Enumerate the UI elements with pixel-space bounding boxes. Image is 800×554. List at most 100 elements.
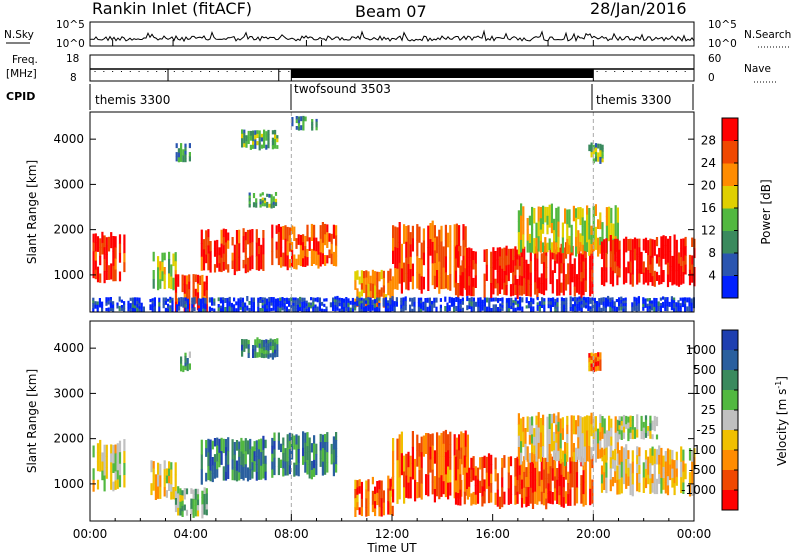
power-cell	[418, 273, 421, 290]
velocity-cell	[118, 475, 122, 488]
power-cell	[472, 297, 475, 302]
velocity-cell	[271, 346, 274, 354]
velocity-cell	[525, 486, 528, 498]
power-cell	[103, 259, 106, 272]
power-cell	[516, 303, 519, 308]
power-cell	[163, 252, 166, 261]
power-cell	[453, 245, 456, 267]
power-cell	[481, 299, 484, 303]
power-cell	[428, 305, 431, 309]
power-cbar-label-1: 8	[708, 246, 716, 260]
power-cell	[614, 250, 617, 262]
power-cell	[310, 248, 313, 258]
power-cell	[376, 271, 379, 280]
velocity-cell	[556, 479, 559, 493]
power-cell	[242, 236, 245, 245]
power-cell	[444, 306, 447, 312]
velocity-cell	[425, 433, 428, 454]
power-cell	[186, 303, 189, 307]
power-cell	[571, 307, 574, 312]
power-cell	[369, 283, 372, 292]
power-cell	[219, 300, 222, 304]
velocity-cell	[528, 417, 531, 427]
power-cell	[340, 298, 343, 302]
velocity-cell	[514, 495, 517, 505]
power-cell	[131, 300, 134, 305]
power-cell	[666, 306, 669, 312]
power-cell	[263, 138, 266, 144]
power-cell	[589, 300, 592, 304]
power-cell	[365, 300, 368, 304]
power-cell	[494, 260, 497, 270]
power-cell	[527, 301, 530, 305]
velocity-cell	[203, 487, 206, 495]
power-cell	[332, 297, 335, 303]
power-cell	[200, 229, 203, 244]
power-cell	[345, 307, 348, 312]
velocity-cell	[649, 478, 652, 494]
power-cell	[532, 306, 535, 310]
velocity-cell	[610, 427, 613, 438]
velocity-cell	[479, 480, 482, 493]
velocity-cell	[205, 498, 208, 505]
power-cell	[512, 260, 515, 273]
power-cell	[343, 306, 346, 312]
power-cell	[555, 219, 558, 232]
velocity-cell	[251, 454, 254, 463]
velocity-cell	[664, 472, 667, 483]
velocity-cell	[152, 475, 155, 484]
power-cell	[340, 303, 343, 307]
power-cell	[682, 260, 685, 273]
power-cell	[604, 304, 607, 309]
power-cell	[202, 297, 205, 301]
power-cell	[468, 297, 471, 302]
power-cell	[644, 298, 647, 304]
velocity-cell	[163, 469, 166, 479]
power-cell	[648, 308, 651, 312]
velocity-cell	[431, 445, 434, 459]
power-cell	[369, 302, 372, 308]
power-cell	[268, 306, 271, 312]
velocity-cell	[501, 497, 504, 508]
velocity-cell	[286, 461, 289, 476]
power-cell	[334, 299, 337, 303]
power-cell	[204, 303, 207, 307]
power-cell	[314, 304, 317, 309]
power-cell	[312, 297, 315, 303]
power-cell	[599, 156, 602, 164]
power-cell	[299, 245, 302, 256]
velocity-cell	[582, 494, 585, 507]
power-cell	[580, 262, 583, 273]
power-cell	[444, 256, 447, 273]
power-cell	[239, 299, 242, 303]
power-cell	[171, 305, 174, 310]
velocity-cell	[284, 461, 287, 476]
velocity-cell	[522, 416, 525, 433]
velocity-cell	[242, 466, 245, 481]
velocity-cell	[548, 429, 551, 445]
power-cell	[107, 300, 110, 305]
velocity-cell	[315, 454, 318, 465]
velocity-cell	[514, 467, 517, 477]
power-cell	[238, 256, 241, 271]
power-cell	[664, 236, 667, 246]
velocity-cell	[409, 455, 412, 478]
power-cell	[396, 248, 399, 270]
velocity-cell	[418, 483, 421, 498]
velocity-cell	[682, 482, 685, 494]
power-cell	[297, 126, 301, 131]
power-cell	[197, 308, 200, 313]
power-cell	[169, 308, 172, 312]
power-cell	[470, 297, 473, 303]
power-cell	[625, 236, 628, 253]
power-cell	[182, 303, 185, 308]
power-cell	[679, 297, 682, 301]
power-cell	[691, 273, 694, 283]
power-cell	[235, 301, 238, 306]
velocity-cell	[235, 470, 239, 482]
power-cell	[262, 254, 265, 263]
power-cell	[292, 305, 295, 309]
velocity-cell	[288, 432, 291, 442]
velocity-cell	[310, 460, 313, 471]
